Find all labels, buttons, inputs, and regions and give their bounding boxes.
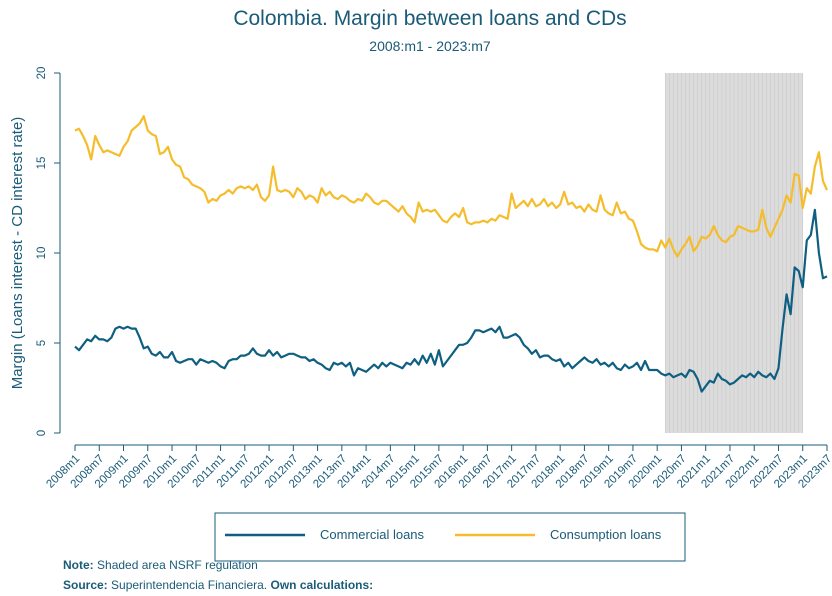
series-line: [74, 115, 829, 258]
legend-label: Commercial loans: [320, 527, 425, 542]
legend-label: Consumption loans: [550, 527, 662, 542]
source-label: Source:: [63, 578, 108, 592]
y-tick-label: 0: [36, 430, 48, 436]
source-text: Superintendencia Financiera.: [111, 578, 267, 592]
legend-box: [214, 512, 686, 562]
note-text: Shaded area NSRF regulation: [97, 558, 258, 572]
note: Note: Shaded area NSRF regulation: [63, 558, 258, 572]
note-label: Note:: [63, 558, 94, 572]
y-tick-label: 20: [36, 67, 48, 80]
y-tick-label: 5: [36, 340, 48, 346]
chart-title: Colombia. Margin between loans and CDs: [233, 7, 626, 30]
y-tick-label: 10: [36, 247, 48, 260]
y-tick-label: 15: [36, 157, 48, 170]
series-line: [74, 208, 828, 393]
source-extra: Own calculations:: [270, 578, 373, 592]
source: Source: Superintendencia Financiera. Own…: [63, 578, 373, 592]
chart-subtitle: 2008:m1 - 2023:m7: [369, 38, 491, 54]
y-axis-label: Margin (Loans interest - CD interest rat…: [9, 117, 26, 390]
